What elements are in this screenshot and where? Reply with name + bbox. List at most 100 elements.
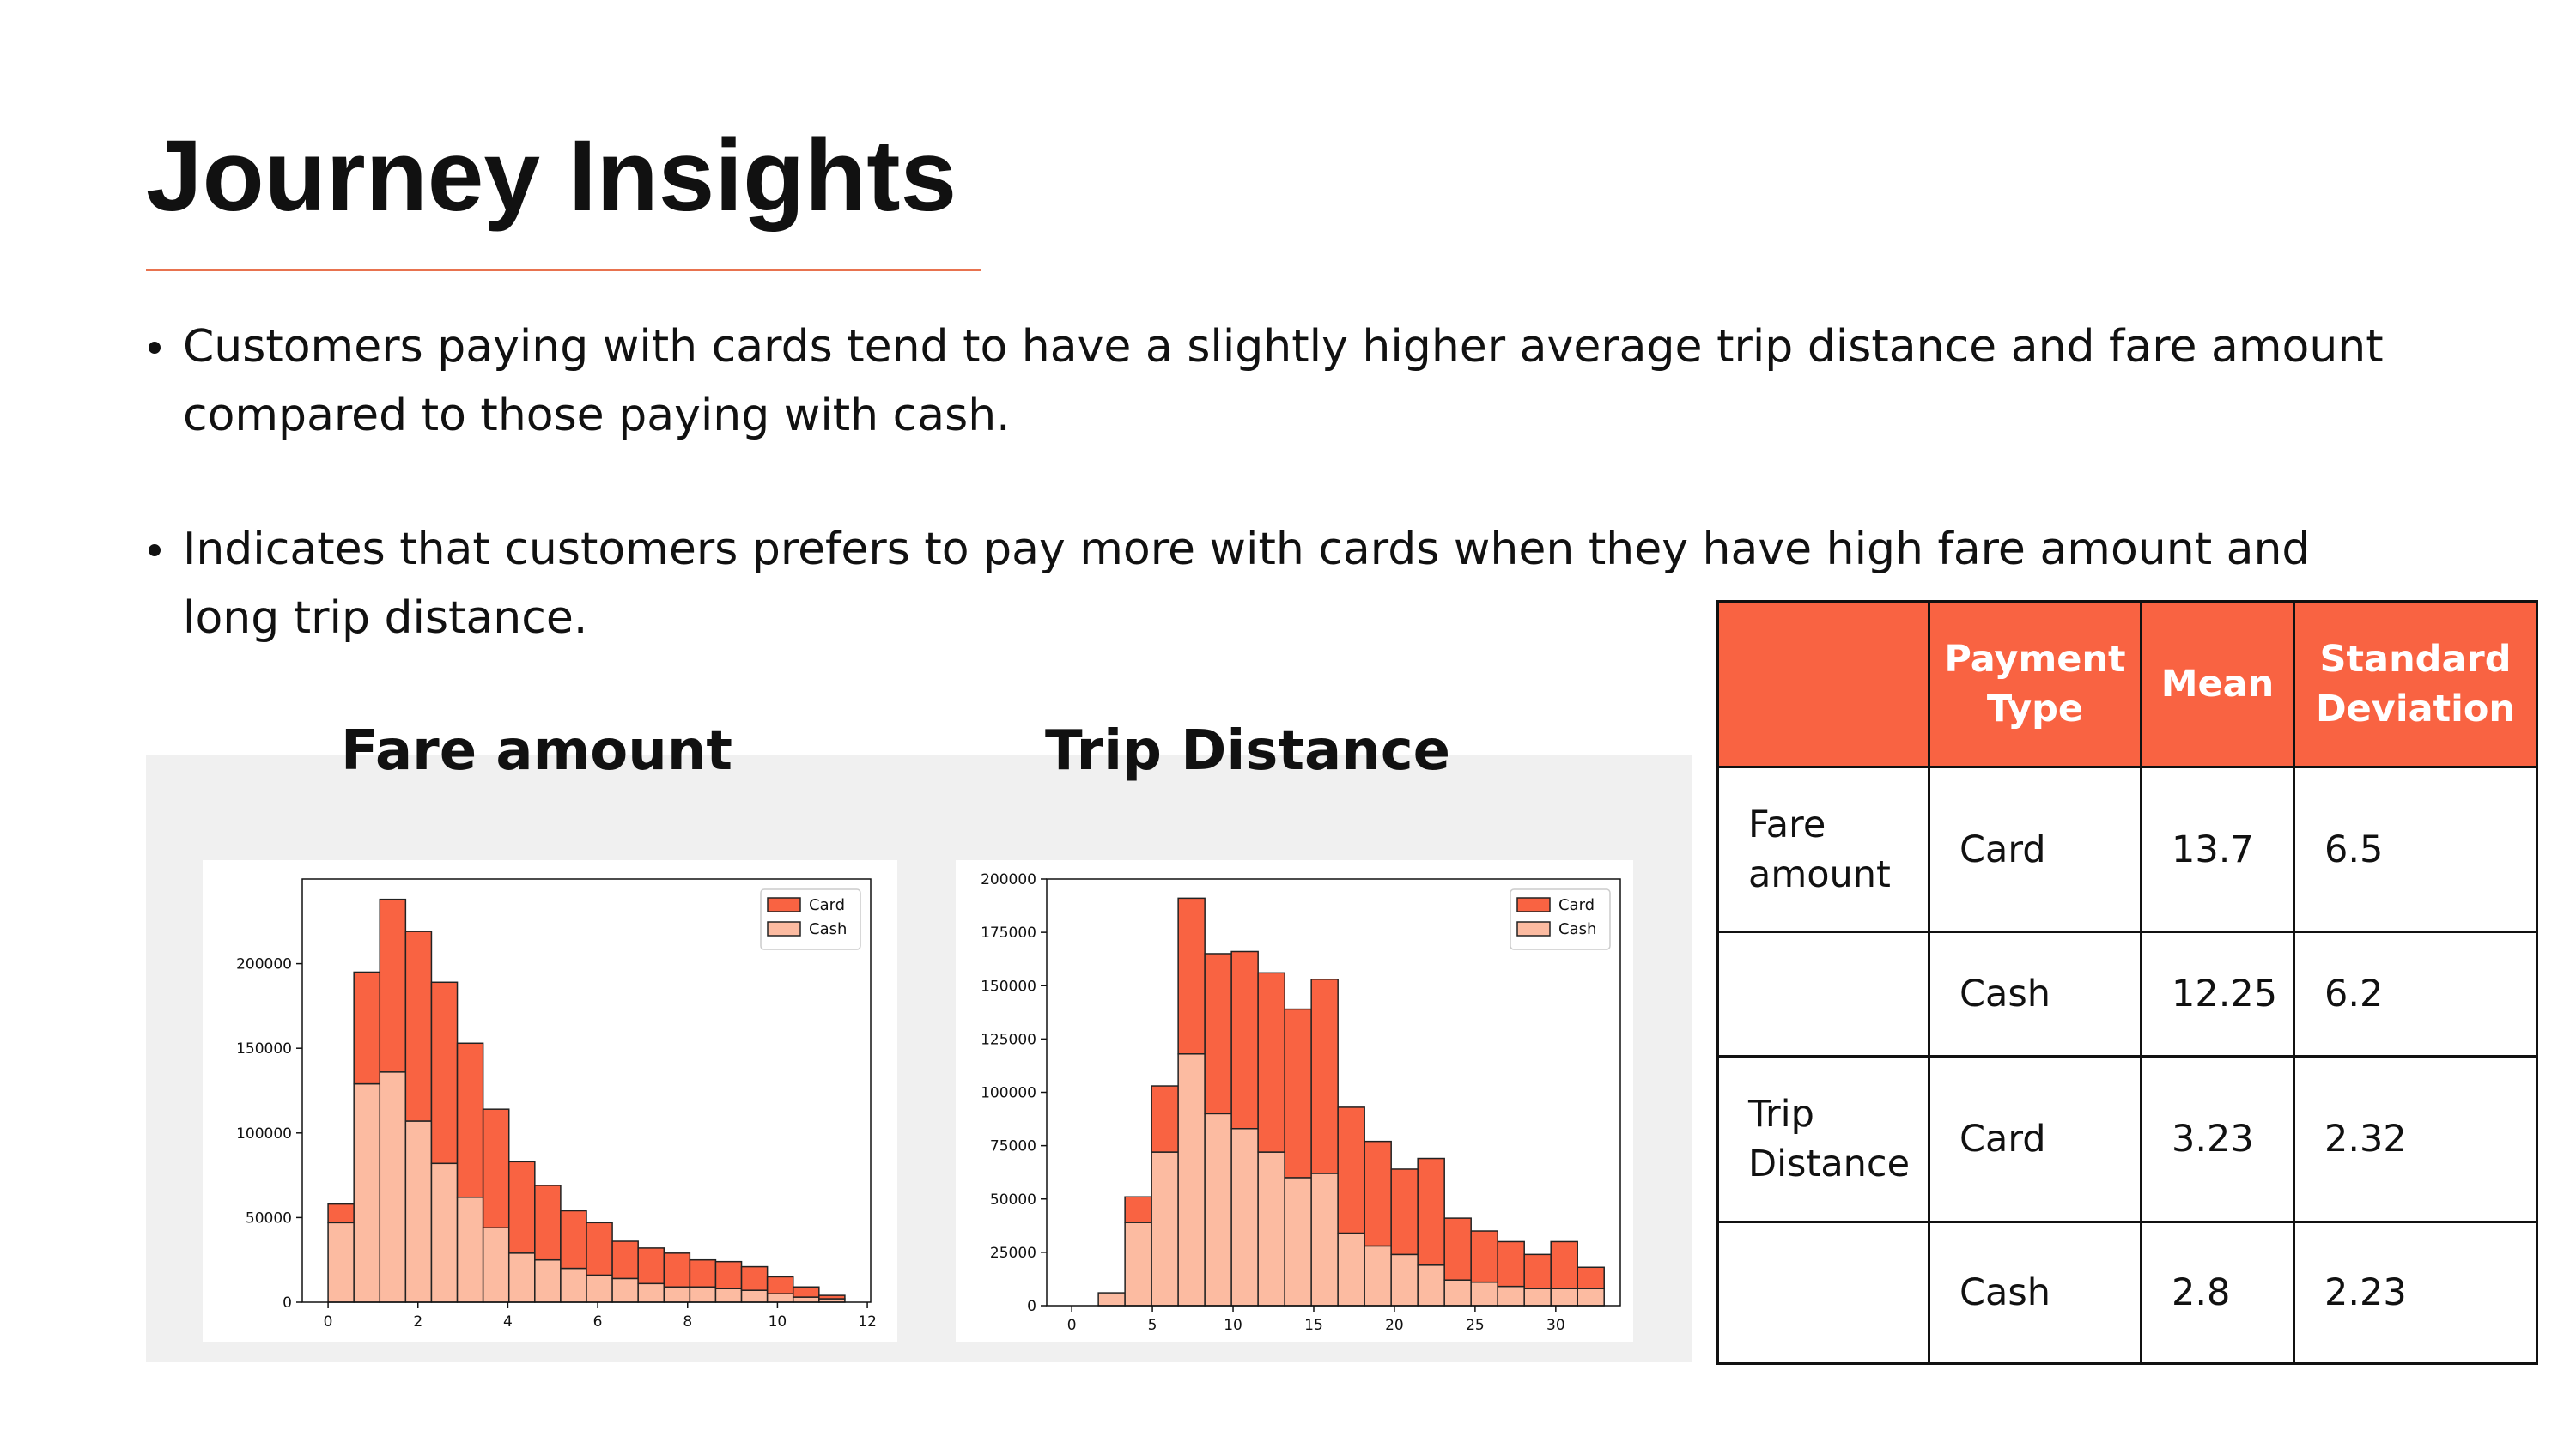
y-tick-label: 0 [283, 1294, 292, 1312]
header-row: Payment Type Mean Standard Deviation [1716, 600, 2538, 768]
y-tick-label: 50000 [990, 1191, 1036, 1209]
histogram-bar [353, 1082, 381, 1303]
histogram-bar [1177, 1053, 1206, 1307]
histogram-bar [637, 1247, 665, 1285]
group-cell: Trip Distance [1716, 1055, 1930, 1223]
histogram-bar [766, 1293, 794, 1303]
plot-frame [1046, 878, 1621, 1307]
table-cell: 13.7 [2140, 766, 2295, 933]
table-cell: Cash [1928, 1221, 2142, 1365]
histogram-bar [1417, 1157, 1445, 1266]
histogram-bar [1151, 1085, 1179, 1153]
histogram-bar [1177, 897, 1206, 1055]
histogram-bar [714, 1260, 743, 1289]
histogram-bar [1257, 972, 1285, 1153]
group-cell [1716, 931, 1930, 1058]
histogram-bar [1337, 1106, 1365, 1234]
table-row: Fare amount Card 13.7 6.5 [1716, 766, 2538, 933]
histogram-bar [637, 1282, 665, 1303]
histogram-bar [1097, 1292, 1126, 1307]
legend-swatch [767, 921, 801, 937]
histogram-bar [1443, 1279, 1472, 1307]
histogram-bar [1124, 1222, 1152, 1307]
histogram-bar [586, 1274, 613, 1303]
table-row: Trip Distance Card 3.23 2.32 [1716, 1055, 2538, 1223]
histogram-bar [714, 1288, 743, 1303]
x-tick-label: 0 [1067, 1317, 1077, 1334]
bullet: Customers paying with cards tend to have… [149, 312, 2407, 450]
histogram-bar [1284, 1008, 1312, 1179]
group-cell: Fare amount [1716, 766, 1930, 933]
x-tick-label: 15 [1304, 1317, 1323, 1334]
table-row: Cash 12.25 6.2 [1716, 931, 2538, 1058]
x-tick-label: 12 [858, 1313, 877, 1331]
histogram-bar [1470, 1281, 1498, 1307]
x-tick-label: 30 [1546, 1317, 1565, 1334]
x-tick-label: 2 [413, 1313, 422, 1331]
slide-title: Journey Insights [146, 119, 957, 233]
histogram-bar [353, 971, 381, 1085]
histogram-bar [1310, 979, 1339, 1174]
histogram-bar [1284, 1177, 1312, 1307]
y-tick-label: 175000 [981, 925, 1036, 942]
histogram-bar [818, 1294, 846, 1300]
histogram-bar [1151, 1151, 1179, 1307]
legend-swatch [767, 897, 801, 912]
histogram-bar [1204, 953, 1232, 1115]
histogram-bar [1523, 1253, 1552, 1289]
histogram-bar [1577, 1288, 1605, 1307]
histogram-bar [1550, 1288, 1578, 1307]
y-tick-label: 200000 [236, 956, 292, 973]
histogram-bar [1204, 1113, 1232, 1307]
y-tick-label: 150000 [236, 1040, 292, 1058]
histogram-bar [1497, 1240, 1525, 1288]
table-row: Cash 2.8 2.23 [1716, 1221, 2538, 1365]
x-tick-label: 8 [683, 1313, 692, 1331]
histogram-bar [689, 1286, 717, 1303]
plot-frame [301, 878, 872, 1303]
table-cell: 12.25 [2140, 931, 2295, 1058]
y-tick-label: 0 [1027, 1298, 1036, 1315]
histogram-bar [560, 1210, 587, 1270]
histogram-bar [456, 1196, 484, 1303]
legend-swatch [1516, 921, 1551, 937]
histogram-bar [507, 1161, 536, 1254]
chart-title: Trip Distance [1045, 719, 1450, 783]
histogram-bar [534, 1185, 562, 1261]
x-tick-label: 4 [503, 1313, 513, 1331]
y-tick-label: 75000 [990, 1138, 1036, 1155]
histogram-bar [1497, 1285, 1525, 1307]
histogram-bar [766, 1276, 794, 1294]
x-tick-label: 6 [593, 1313, 603, 1331]
histogram-bar [1124, 1196, 1152, 1223]
histogram-bar [1390, 1253, 1419, 1307]
histogram-bar [1310, 1173, 1339, 1307]
table-cell: 6.5 [2293, 766, 2538, 933]
histogram-bar [1364, 1245, 1392, 1307]
table-cell: Card [1928, 1055, 2142, 1223]
histogram-bar [1577, 1266, 1605, 1289]
y-tick-label: 50000 [246, 1210, 292, 1227]
table-cell: 2.8 [2140, 1221, 2295, 1365]
header-cell: Standard Deviation [2293, 600, 2538, 768]
histogram-bar [1550, 1240, 1578, 1289]
histogram-bar [430, 1162, 459, 1303]
bullet: Indicates that customers prefers to pay … [149, 515, 2407, 652]
histogram-bar [1364, 1140, 1392, 1247]
histogram-bar [611, 1240, 639, 1280]
histogram-bar [482, 1227, 510, 1303]
histogram-bar [534, 1258, 562, 1303]
header-cell [1716, 600, 1930, 768]
histogram-bar [379, 898, 407, 1073]
histogram-bar [1230, 1127, 1259, 1307]
histogram-bar [1470, 1230, 1498, 1283]
histogram-bar [792, 1286, 820, 1298]
histogram-bar [611, 1277, 639, 1303]
header-cell: Payment Type [1928, 600, 2142, 768]
y-tick-label: 25000 [990, 1245, 1036, 1262]
histogram-bar [1230, 950, 1259, 1130]
histogram-bar [689, 1258, 717, 1288]
histogram-bar [740, 1265, 769, 1291]
histogram-bar [327, 1203, 355, 1224]
histogram-bar [404, 931, 433, 1122]
